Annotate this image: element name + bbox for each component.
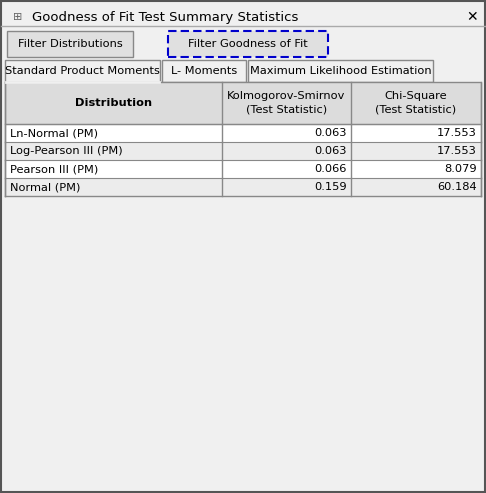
Text: Standard Product Moments: Standard Product Moments [5,66,160,76]
Text: Log-Pearson III (PM): Log-Pearson III (PM) [10,146,122,156]
Text: Normal (PM): Normal (PM) [10,182,80,192]
Text: Distribution: Distribution [75,98,152,108]
Text: Chi-Square
(Test Statistic): Chi-Square (Test Statistic) [375,91,456,114]
Bar [5,142,481,160]
Text: ✕: ✕ [466,10,478,24]
Text: 0.066: 0.066 [314,164,347,174]
Bar [5,124,481,142]
Text: 8.079: 8.079 [444,164,477,174]
Bar [7,31,133,57]
Bar [5,60,160,82]
Text: Maximum Likelihood Estimation: Maximum Likelihood Estimation [250,66,431,76]
Text: 0.063: 0.063 [314,128,347,138]
Text: Pearson III (PM): Pearson III (PM) [10,164,98,174]
Text: Goodness of Fit Test Summary Statistics: Goodness of Fit Test Summary Statistics [32,10,298,24]
Text: Filter Goodness of Fit: Filter Goodness of Fit [188,39,308,49]
Bar [5,82,481,124]
Text: ⊞: ⊞ [13,12,23,22]
Bar [5,178,481,196]
Bar [5,82,481,124]
Bar [248,60,433,82]
Text: 17.553: 17.553 [436,128,477,138]
Text: 60.184: 60.184 [437,182,477,192]
Bar [162,60,246,82]
Text: 0.159: 0.159 [314,182,347,192]
Text: 17.553: 17.553 [436,146,477,156]
Bar [5,160,481,178]
Text: L- Moments: L- Moments [171,66,237,76]
Bar [168,31,328,57]
Text: Filter Distributions: Filter Distributions [17,39,122,49]
Text: Ln-Normal (PM): Ln-Normal (PM) [10,128,98,138]
Text: 0.063: 0.063 [314,146,347,156]
Text: Kolmogorov-Smirnov
(Test Statistic): Kolmogorov-Smirnov (Test Statistic) [227,91,346,114]
